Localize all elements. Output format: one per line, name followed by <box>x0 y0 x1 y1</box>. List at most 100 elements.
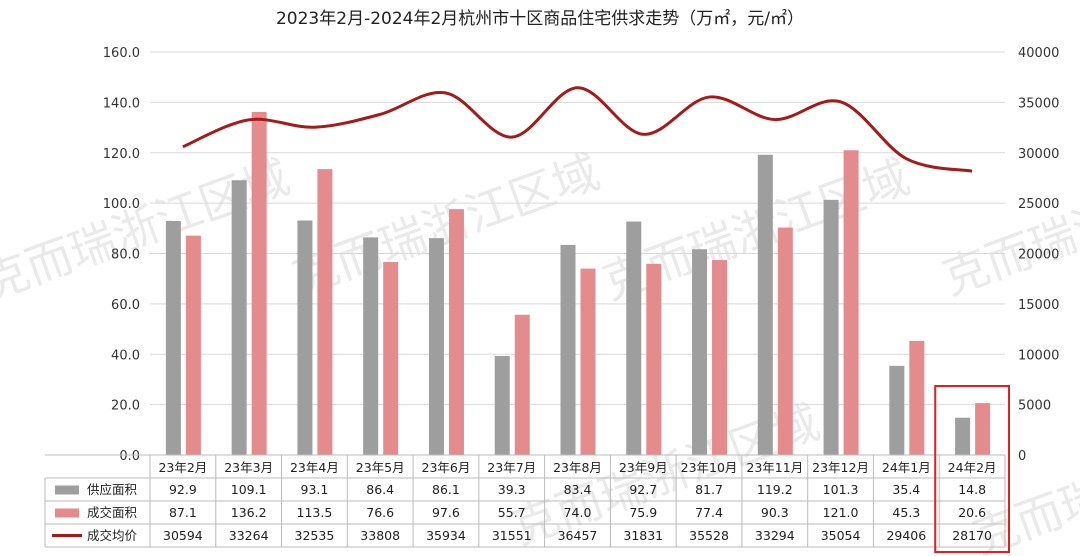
data-label-price: 35528 <box>689 528 729 543</box>
bar-deal <box>185 235 201 455</box>
x-tick-label: 23年10月 <box>681 460 738 475</box>
x-tick-label: 24年2月 <box>948 460 997 475</box>
bar-deal <box>843 150 859 455</box>
data-label-supply: 14.8 <box>958 482 986 497</box>
data-label-deal: 20.6 <box>958 505 986 520</box>
y-right-tick-label: 30000 <box>1018 147 1059 162</box>
bar-deal <box>646 263 662 455</box>
x-tick-label: 23年3月 <box>224 460 273 475</box>
bar-supply <box>297 220 313 455</box>
bar-supply <box>955 417 971 455</box>
data-label-price: 35934 <box>426 528 466 543</box>
data-label-deal: 76.6 <box>366 505 394 520</box>
y-left-tick-label: 60.0 <box>111 298 140 313</box>
data-label-price: 36457 <box>558 528 598 543</box>
y-left-tick-label: 80.0 <box>111 248 140 263</box>
data-label-supply: 86.1 <box>432 482 460 497</box>
y-left-tick-label: 140.0 <box>103 96 140 111</box>
data-label-price: 31551 <box>492 528 532 543</box>
bar-deal <box>251 111 267 455</box>
data-label-deal: 121.0 <box>823 505 859 520</box>
highlight-rect <box>934 385 1011 553</box>
bar-supply <box>428 238 444 455</box>
bar-deal <box>777 227 793 455</box>
y-right-tick-label: 0 <box>1018 449 1026 464</box>
bars <box>165 111 991 455</box>
y-right-tick-label: 10000 <box>1018 348 1059 363</box>
data-label-supply: 39.3 <box>498 482 526 497</box>
data-label-deal: 136.2 <box>231 505 267 520</box>
y-left-tick-label: 0.0 <box>119 449 140 464</box>
y-right-tick-label: 25000 <box>1018 197 1059 212</box>
y-right-tick-label: 20000 <box>1018 248 1059 263</box>
chart-title: 2023年2月-2024年2月杭州市十区商品住宅供求走势（万㎡，元/㎡） <box>276 9 804 29</box>
data-label-supply: 101.3 <box>823 482 859 497</box>
data-label-deal: 113.5 <box>297 505 333 520</box>
bar-deal <box>975 403 991 455</box>
x-tick-label: 23年5月 <box>356 460 405 475</box>
legend-label-price: 成交均价 <box>87 528 138 543</box>
bar-deal <box>712 260 728 455</box>
data-label-deal: 55.7 <box>498 505 526 520</box>
gridlines <box>150 51 1005 456</box>
data-label-supply: 92.7 <box>629 482 657 497</box>
data-label-price: 33808 <box>360 528 400 543</box>
bar-supply <box>692 249 708 455</box>
y-left-tick-label: 120.0 <box>103 147 140 162</box>
y-right-tick-label: 5000 <box>1018 399 1051 414</box>
y-right-tick-label: 15000 <box>1018 298 1059 313</box>
data-label-supply: 119.2 <box>757 482 793 497</box>
y-axis-right: 0 5000 10000 15000 20000 25000 30000 35000 40000 <box>1018 46 1059 464</box>
bar-supply <box>560 244 576 455</box>
y-left-tick-label: 100.0 <box>103 197 140 212</box>
data-label-price: 35054 <box>821 528 861 543</box>
data-label-deal: 77.4 <box>695 505 723 520</box>
y-axis-left: 0.0 20.0 40.0 60.0 80.0 100.0 120.0 140.0 160.0 <box>103 46 140 464</box>
watermark: 克而瑞浙江区域 <box>595 149 916 310</box>
x-tick-label: 23年7月 <box>487 460 536 475</box>
x-tick-label: 23年9月 <box>619 460 668 475</box>
data-label-deal: 45.3 <box>892 505 920 520</box>
highlight-box <box>934 385 1011 553</box>
watermark: 克而瑞浙江区域 <box>285 144 606 305</box>
data-label-supply: 83.4 <box>564 482 592 497</box>
y-right-tick-label: 35000 <box>1018 96 1059 111</box>
bar-deal <box>448 209 464 455</box>
x-tick-label: 23年4月 <box>290 460 339 475</box>
data-label-price: 31831 <box>623 528 663 543</box>
bar-supply <box>757 154 773 455</box>
data-label-price: 29406 <box>886 528 926 543</box>
data-label-price: 30594 <box>163 528 203 543</box>
x-tick-label: 24年1月 <box>882 460 931 475</box>
bar-supply <box>823 199 839 455</box>
data-label-deal: 90.3 <box>761 505 789 520</box>
y-right-tick-label: 40000 <box>1018 46 1059 61</box>
price-line <box>182 86 973 173</box>
bar-deal <box>909 340 925 455</box>
x-tick-label: 23年12月 <box>812 460 869 475</box>
bar-deal <box>317 169 333 455</box>
bar-supply <box>494 356 510 455</box>
data-label-supply: 93.1 <box>301 482 329 497</box>
x-tick-label: 23年6月 <box>422 460 471 475</box>
data-label-deal: 97.6 <box>432 505 460 520</box>
legend-label-deal: 成交面积 <box>87 505 137 520</box>
y-left-tick-label: 40.0 <box>111 348 140 363</box>
data-label-price: 33294 <box>755 528 795 543</box>
legend-label-supply: 供应面积 <box>87 482 137 497</box>
bar-supply <box>363 237 379 455</box>
legend-swatch-deal <box>55 508 79 518</box>
bar-deal <box>580 268 596 455</box>
data-table: 23年2月 23年3月 23年4月 23年5月 23年6月 23年7月 23年8月 23年9月… <box>44 454 1006 548</box>
data-label-price: 32535 <box>295 528 335 543</box>
bar-supply <box>165 221 181 455</box>
data-label-supply: 109.1 <box>231 482 267 497</box>
data-label-deal: 75.9 <box>629 505 657 520</box>
bar-supply <box>889 365 905 455</box>
x-tick-label: 23年8月 <box>553 460 602 475</box>
data-label-supply: 92.9 <box>169 482 197 497</box>
data-label-supply: 35.4 <box>892 482 920 497</box>
bar-supply <box>626 221 642 455</box>
data-label-supply: 86.4 <box>366 482 394 497</box>
